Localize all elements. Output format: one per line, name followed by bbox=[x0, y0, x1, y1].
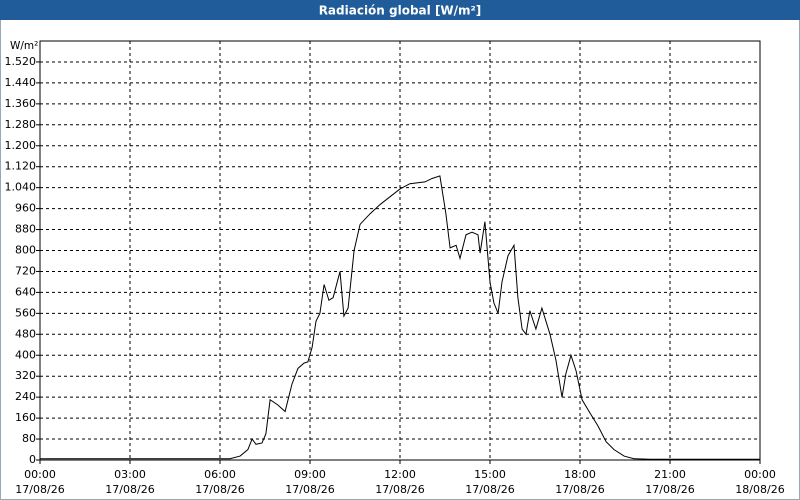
y-tick-label: 320 bbox=[15, 369, 36, 382]
y-tick-label: 800 bbox=[15, 244, 36, 257]
x-tick-label: 00:00 bbox=[24, 468, 56, 481]
y-tick-label: 960 bbox=[15, 202, 36, 215]
data-line bbox=[40, 175, 760, 460]
y-tick-label: 1.200 bbox=[5, 139, 37, 152]
y-tick-label: 640 bbox=[15, 285, 36, 298]
y-tick-label: 1.040 bbox=[5, 181, 37, 194]
y-tick-label: 560 bbox=[15, 306, 36, 319]
x-tick-date: 17/08/26 bbox=[195, 483, 244, 496]
y-tick-label: 400 bbox=[15, 348, 36, 361]
x-tick-date: 17/08/26 bbox=[285, 483, 334, 496]
y-tick-label: 1.360 bbox=[5, 97, 37, 110]
x-tick-label: 06:00 bbox=[204, 468, 236, 481]
x-tick-label: 00:00 bbox=[744, 468, 776, 481]
y-tick-label: 1.280 bbox=[5, 118, 37, 131]
y-tick-label: 880 bbox=[15, 223, 36, 236]
x-tick-date: 17/08/26 bbox=[375, 483, 424, 496]
y-tick-label: 240 bbox=[15, 390, 36, 403]
y-tick-label: 80 bbox=[22, 432, 36, 445]
y-unit: W/m² bbox=[10, 40, 38, 52]
x-tick-label: 03:00 bbox=[114, 468, 146, 481]
x-tick-label: 12:00 bbox=[384, 468, 416, 481]
x-tick-date: 18/08/26 bbox=[735, 483, 784, 496]
y-tick-label: 0 bbox=[29, 453, 36, 466]
x-tick-date: 17/08/26 bbox=[645, 483, 694, 496]
plot-area bbox=[39, 40, 761, 461]
x-tick-date: 17/08/26 bbox=[15, 483, 64, 496]
title-bar bbox=[0, 0, 800, 20]
x-tick-label: 21:00 bbox=[654, 468, 686, 481]
x-tick-date: 17/08/26 bbox=[105, 483, 154, 496]
y-tick-label: 480 bbox=[15, 327, 36, 340]
x-tick-label: 15:00 bbox=[474, 468, 506, 481]
x-tick-label: 09:00 bbox=[294, 468, 326, 481]
y-tick-label: 1.520 bbox=[5, 55, 37, 68]
x-tick-date: 17/08/26 bbox=[465, 483, 514, 496]
y-tick-label: 160 bbox=[15, 411, 36, 424]
y-tick-label: 1.440 bbox=[5, 76, 37, 89]
x-tick-label: 18:00 bbox=[564, 468, 596, 481]
y-tick-label: 720 bbox=[15, 264, 36, 277]
y-tick-label: 1.120 bbox=[5, 160, 37, 173]
chart-title: Radiación global [W/m²] bbox=[319, 4, 482, 18]
x-tick-date: 17/08/26 bbox=[555, 483, 604, 496]
